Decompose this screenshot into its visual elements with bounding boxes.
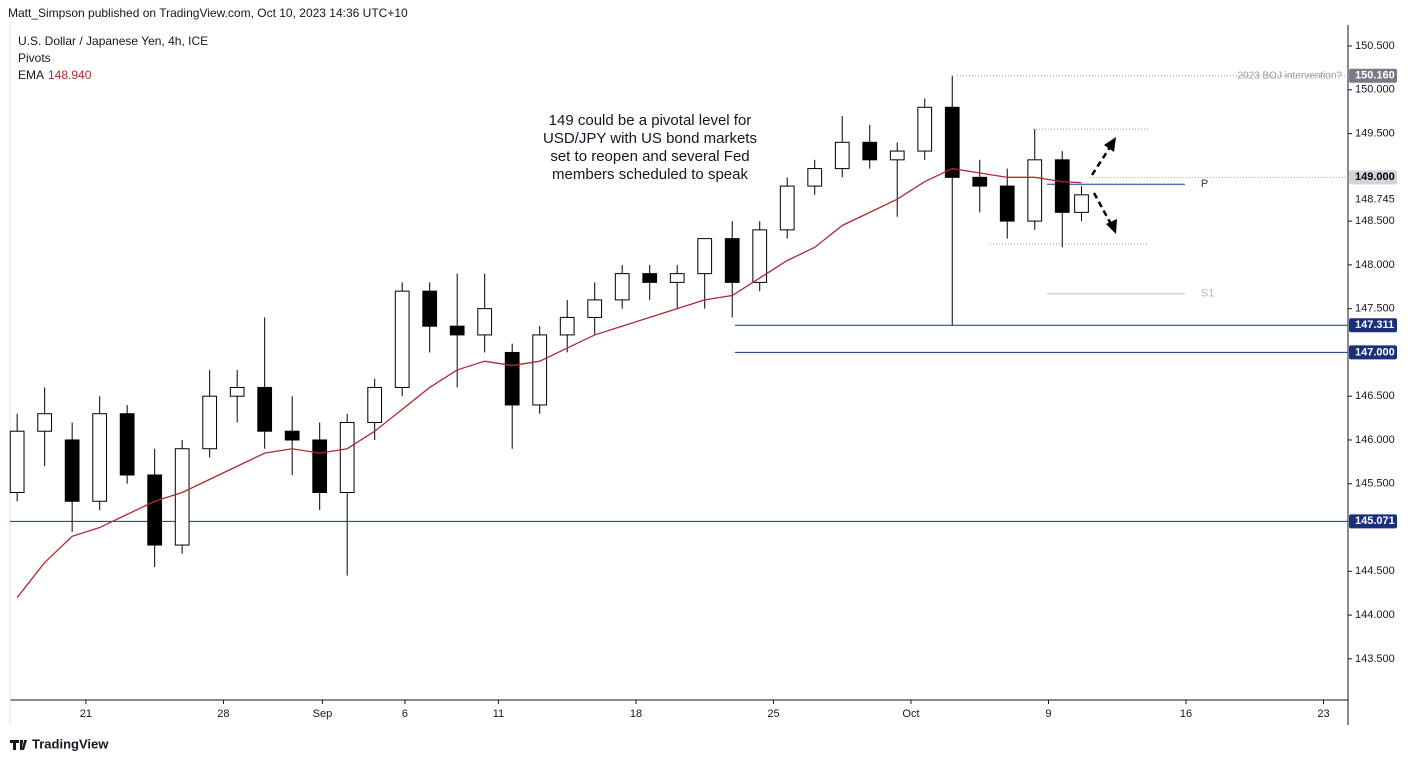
price-badge: [1349, 318, 1397, 333]
byline: Matt_Simpson published on TradingView.co…: [8, 6, 408, 20]
candle-body: [174, 448, 190, 546]
y-tick-label: 144.000: [1355, 609, 1395, 621]
candle-body: [37, 413, 53, 432]
candle-body: [449, 325, 465, 336]
candle-body: [999, 185, 1015, 222]
x-tick-label: 28: [217, 708, 229, 720]
arrow-up: [1090, 143, 1114, 176]
x-tick-label: 25: [767, 708, 779, 720]
candle-body: [642, 273, 658, 283]
logo-mark: [10, 740, 27, 750]
price-badge: [1349, 170, 1397, 185]
candle-body: [147, 474, 163, 546]
price-badge: [1349, 514, 1397, 529]
candle-body: [92, 413, 108, 502]
candle-body: [367, 386, 383, 423]
arrow-heads: [1104, 137, 1117, 234]
candle-body: [504, 351, 520, 406]
pivot-label: P: [1201, 178, 1208, 190]
price-label: 147.000: [1355, 346, 1395, 358]
candle-body: [697, 238, 713, 275]
y-tick-label: 148.000: [1355, 259, 1395, 271]
ema-line: [16, 167, 1082, 598]
annotation: USD/JPY with US bond markets: [543, 130, 757, 147]
x-tick-label: 23: [1317, 708, 1329, 720]
symbol: U.S. Dollar / Japanese Yen, 4h, ICE: [18, 34, 208, 48]
candle-body: [229, 386, 245, 397]
candle-body: [1027, 159, 1043, 222]
x-tick-label: 18: [630, 708, 642, 720]
candle-body: [119, 413, 135, 476]
y-tick-label: 144.500: [1355, 565, 1395, 577]
candle-body: [422, 290, 438, 327]
price-label: 149.000: [1355, 171, 1395, 183]
pivot-label: S1: [1201, 288, 1214, 300]
y-tick-label: 150.500: [1355, 40, 1395, 52]
y-tick-label: 147.500: [1355, 303, 1395, 315]
candle-body: [312, 439, 328, 494]
candle-body: [1054, 159, 1070, 213]
x-tick-label: 6: [402, 708, 408, 720]
x-tick-label: 9: [1045, 708, 1051, 720]
indicator: Pivots: [18, 51, 51, 65]
candle-body: [834, 141, 850, 170]
candle-body: [972, 176, 988, 187]
candle-body: [339, 421, 355, 494]
brand: TradingView: [32, 736, 109, 751]
candle-body: [614, 273, 630, 301]
candle-body: [669, 273, 685, 283]
y-tick-label: 143.500: [1355, 653, 1395, 665]
y-tick-label: 148.500: [1355, 215, 1395, 227]
arrows: [1090, 143, 1114, 227]
arrow-down: [1092, 192, 1114, 227]
candle-body: [587, 299, 603, 318]
y-tick-label: 145.500: [1355, 478, 1395, 490]
candle-body: [917, 106, 933, 152]
price-badge: [1349, 345, 1397, 360]
candle-body: [477, 308, 493, 336]
price-label: 150.160: [1355, 70, 1395, 82]
ema-value: 148.940: [48, 68, 92, 82]
annotation: members scheduled to speak: [552, 166, 748, 183]
candle-body: [944, 106, 960, 178]
price-label: 145.071: [1355, 515, 1395, 527]
price-label: 147.311: [1355, 319, 1394, 331]
candle-body: [64, 439, 80, 502]
y-tick-label: 146.500: [1355, 390, 1395, 402]
candle-body: [752, 229, 768, 283]
price-label: 148.745: [1355, 194, 1395, 206]
candle-body: [559, 316, 575, 336]
candle-body: [724, 238, 740, 283]
x-tick-label: 16: [1180, 708, 1192, 720]
annotation: 149 could be a pivotal level for: [549, 112, 752, 129]
candle-body: [807, 168, 823, 187]
y-tick-label: 150.000: [1355, 84, 1395, 96]
logo: TradingView: [10, 736, 109, 751]
candle-body: [889, 150, 905, 161]
y-tick-label: 146.000: [1355, 434, 1395, 446]
y-tick-label: 149.500: [1355, 127, 1395, 139]
ema-name: EMA: [18, 68, 44, 82]
candle-body: [257, 386, 273, 432]
candle-body: [779, 185, 795, 231]
x-tick-label: Sep: [313, 708, 333, 720]
candle-body: [862, 141, 878, 161]
candle-body: [1074, 194, 1089, 213]
x-tick-label: 11: [493, 708, 504, 720]
candle-body: [284, 430, 300, 441]
x-tick-label: Oct: [902, 708, 919, 720]
candle-body: [202, 395, 218, 450]
x-tick-label: 21: [80, 708, 92, 720]
level-note: 2023 BOJ intervention?: [1237, 70, 1342, 81]
annotation: set to reopen and several Fed: [550, 148, 749, 165]
candle-body: [532, 334, 548, 406]
price-badge: [1349, 68, 1397, 83]
candle-body: [394, 290, 410, 388]
candle-body: [9, 430, 25, 494]
